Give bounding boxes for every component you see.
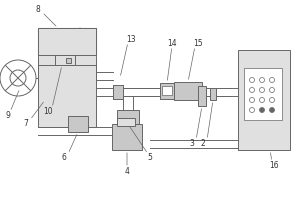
Circle shape (260, 108, 265, 112)
Bar (198, 86, 206, 106)
Bar (210, 88, 216, 100)
Bar (160, 83, 174, 99)
Text: 15: 15 (193, 38, 203, 47)
Text: 8: 8 (36, 4, 40, 14)
Text: 13: 13 (126, 36, 136, 45)
Bar (55, 55, 75, 65)
Text: 5: 5 (148, 154, 152, 162)
Bar (117, 118, 135, 126)
Text: 9: 9 (6, 112, 10, 120)
Circle shape (250, 108, 254, 112)
Text: 2: 2 (201, 140, 206, 148)
Bar (38, 28, 96, 80)
Text: 10: 10 (43, 108, 53, 116)
Bar (117, 110, 139, 124)
Circle shape (269, 108, 275, 112)
Bar (112, 124, 142, 150)
Bar (174, 82, 202, 100)
Polygon shape (38, 28, 96, 55)
Bar (244, 68, 282, 120)
Text: 7: 7 (24, 119, 28, 129)
Bar (38, 65, 96, 127)
Text: 6: 6 (61, 154, 66, 162)
Text: 14: 14 (167, 38, 177, 47)
Text: 4: 4 (124, 168, 129, 176)
Bar (66, 58, 71, 63)
Text: 3: 3 (190, 140, 194, 148)
Bar (162, 86, 172, 95)
Bar (238, 50, 290, 150)
Bar (113, 85, 123, 99)
Bar (68, 116, 88, 132)
Text: 16: 16 (269, 162, 279, 170)
